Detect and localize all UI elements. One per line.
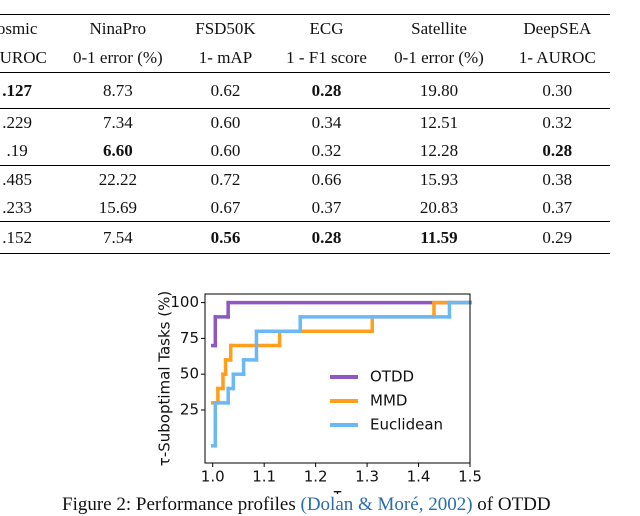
- y-tick-label: 75: [180, 329, 199, 347]
- x-tick-label: 1.5: [458, 468, 482, 486]
- table-cell: 7.34: [64, 108, 172, 138]
- table-cell: Satellite: [373, 14, 505, 44]
- y-axis-label: τ-Suboptimal Tasks (%): [156, 291, 174, 466]
- table-cell: 0.32: [311, 141, 342, 161]
- table-cell: 0.56: [171, 221, 280, 254]
- caption-text: of OTDD: [477, 494, 551, 515]
- caption-text: Performance profiles: [135, 494, 296, 515]
- table-cell: 19.80: [373, 72, 505, 109]
- table-cell: 0.72: [171, 165, 280, 195]
- table-cell: 12.28: [419, 141, 459, 161]
- table-cell: 20.83: [419, 197, 459, 217]
- x-axis-label: τ: [333, 486, 342, 495]
- table-cell: DeepSEA: [504, 14, 610, 44]
- table-cell: 0.34: [279, 108, 374, 138]
- x-tick-label: 1.1: [252, 468, 276, 486]
- table-cell: AUROC: [0, 47, 47, 67]
- table-cell: .485: [0, 165, 65, 195]
- table-cell: .19: [6, 141, 28, 161]
- table-cell: 0.67: [210, 197, 241, 217]
- legend-label: Euclidean: [370, 416, 443, 434]
- table-cell: 1- mAP: [198, 47, 253, 67]
- table-cell: 0.29: [504, 221, 610, 254]
- table-cell: 0.38: [504, 165, 610, 195]
- table-cell: osmic: [0, 14, 65, 44]
- table-cell: 8.73: [64, 72, 172, 109]
- x-tick-label: 1.0: [201, 468, 225, 486]
- table-cell: 22.22: [64, 165, 172, 195]
- caption: Figure 2: Performance profiles (Dolan & …: [62, 494, 551, 516]
- table-cell: 0.60: [210, 141, 241, 161]
- table-cell: 0.62: [171, 72, 280, 109]
- table-cell: .229: [0, 108, 65, 138]
- table-cell: 0.37: [542, 197, 573, 217]
- table-cell: 0.28: [279, 72, 374, 109]
- table-cell: 1 - F1 score: [286, 47, 367, 67]
- table-cell: 0.37: [311, 197, 342, 217]
- plot-frame: [204, 293, 471, 464]
- table-cell: 0.32: [504, 108, 610, 138]
- caption-label: Figure 2:: [62, 494, 132, 515]
- x-tick-label: 1.2: [304, 468, 328, 486]
- y-tick-label: 25: [180, 401, 199, 419]
- table-cell: 0.28: [279, 221, 374, 254]
- table-cell: .152: [0, 221, 65, 254]
- table-cell: 15.69: [98, 197, 137, 217]
- y-tick-label: 50: [180, 365, 199, 383]
- table-cell: FSD50K: [171, 14, 280, 44]
- figure: 1.0 1.1 1.2 1.3 1.4 1.5 25 50 75 100 τ τ-Suboptimal…: [156, 291, 482, 495]
- table-cell: 12.51: [373, 108, 505, 138]
- table-cell: 7.54: [64, 221, 172, 254]
- x-tick-label: 1.4: [407, 468, 431, 486]
- table-cell: .127: [0, 72, 65, 109]
- table-cell: 0.66: [279, 165, 374, 195]
- table-cell: 0-1 error (%): [73, 47, 163, 67]
- citation[interactable]: (Dolan & Moré, 2002): [300, 494, 473, 515]
- y-tick-label: 100: [170, 293, 199, 311]
- table-cell: NinaPro: [64, 14, 172, 44]
- table-cell: 0.28: [542, 141, 573, 161]
- table-cell: 11.59: [373, 221, 505, 254]
- table-cell: ECG: [279, 14, 374, 44]
- legend-label: MMD: [370, 392, 407, 410]
- table-cell: 0.60: [171, 108, 280, 138]
- legend-label: OTDD: [370, 368, 414, 386]
- table-cell: 15.93: [373, 165, 505, 195]
- table-cell: 6.60: [102, 141, 133, 161]
- table-cell: 1- AUROC: [518, 47, 596, 67]
- table-cell: 0.30: [504, 72, 610, 109]
- x-tick-label: 1.3: [355, 468, 379, 486]
- table-cell: .233: [2, 197, 33, 217]
- table-cell: 0-1 error (%): [394, 47, 484, 67]
